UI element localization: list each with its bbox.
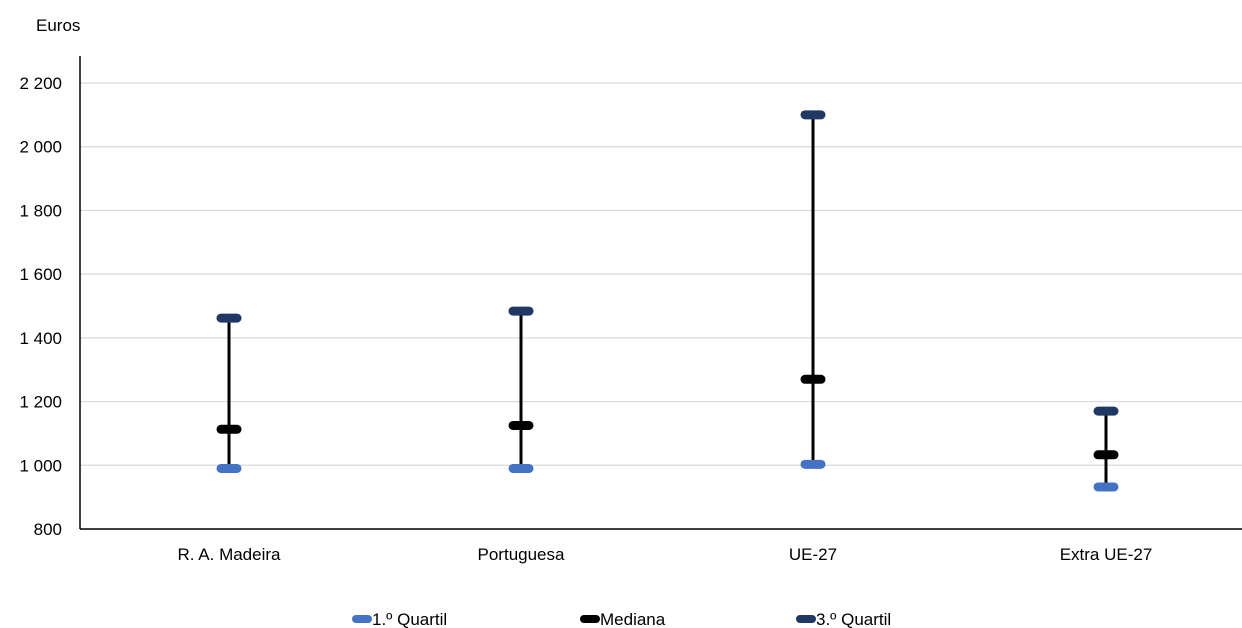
y-tick-label: 1 800: [19, 201, 62, 220]
legend-label: 3.º Quartil: [816, 610, 891, 628]
y-tick-label: 1 400: [19, 329, 62, 348]
y-tick-label: 1 000: [19, 456, 62, 475]
y-tick-labels: 800 1 000 1 200 1 400 1 600 1 800 2 000 2 200: [19, 74, 62, 539]
y-tick-label: 2 200: [19, 74, 62, 93]
x-category-labels: R. A. Madeira Portuguesa UE-27 Extra UE-27: [178, 545, 1153, 564]
axes: [79, 56, 1242, 530]
markers: [216, 110, 1119, 492]
y-tick-label: 1 600: [19, 265, 62, 284]
x-category-label: Extra UE-27: [1060, 545, 1153, 564]
legend-label: 1.º Quartil: [372, 610, 447, 628]
x-category-label: UE-27: [789, 545, 837, 564]
x-category-label: Portuguesa: [478, 545, 565, 564]
legend-label: Mediana: [600, 610, 666, 628]
y-tick-label: 1 200: [19, 393, 62, 412]
range-lines: [227, 114, 1108, 487]
x-category-label: R. A. Madeira: [178, 545, 282, 564]
y-tick-label: 2 000: [19, 138, 62, 157]
gridlines: [80, 82, 1242, 466]
y-axis-unit-label: Euros: [36, 16, 80, 35]
y-tick-label: 800: [34, 520, 62, 539]
legend: 1.º Quartil Mediana 3.º Quartil: [352, 610, 891, 628]
